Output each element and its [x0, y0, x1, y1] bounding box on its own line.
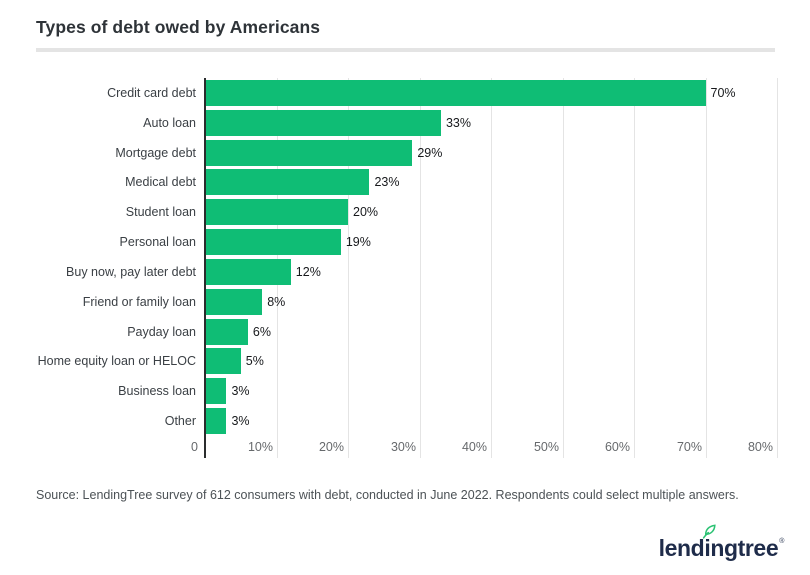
category-label: Friend or family loan — [82, 294, 196, 309]
value-label: 70% — [710, 85, 736, 100]
source-note: Source: LendingTree survey of 612 consum… — [36, 488, 739, 502]
category-label: Auto loan — [143, 115, 196, 130]
bar-row: Payday loan 6% — [0, 317, 778, 347]
logo-text: lend — [658, 534, 705, 561]
bar-track: 19% — [205, 227, 777, 257]
x-tick-label: 50% — [533, 440, 559, 454]
bar-track: 70% — [205, 78, 777, 108]
bar — [205, 258, 291, 285]
value-label: 20% — [353, 205, 379, 220]
value-label: 8% — [267, 294, 286, 309]
bar — [205, 109, 441, 136]
gridline — [347, 78, 349, 458]
category-label: Other — [164, 414, 196, 429]
value-label: 3% — [231, 384, 250, 399]
logo-letter-i: i — [703, 523, 716, 562]
x-tick-label: 30% — [390, 440, 416, 454]
bar — [205, 348, 241, 375]
x-tick-label: 80% — [747, 440, 773, 454]
bar — [205, 408, 227, 435]
bar — [205, 79, 706, 106]
bar-track: 5% — [205, 346, 777, 376]
bar — [205, 378, 227, 405]
gridline — [419, 78, 421, 458]
gridline — [776, 78, 778, 458]
bar-row: Other 3% — [0, 406, 778, 436]
bar-row: Medical debt 23% — [0, 167, 778, 197]
bar-track: 20% — [205, 197, 777, 227]
bar — [205, 318, 248, 345]
x-tick-label: 60% — [604, 440, 630, 454]
bar-row: Credit card debt 70% — [0, 78, 778, 108]
x-tick-label: 10% — [247, 440, 273, 454]
logo-text: ngtree — [710, 534, 779, 561]
gridline — [562, 78, 564, 458]
value-label: 23% — [374, 175, 400, 190]
value-label: 5% — [245, 354, 264, 369]
gridline — [490, 78, 492, 458]
bar — [205, 229, 341, 256]
gridline — [705, 78, 707, 458]
category-label: Home equity loan or HELOC — [37, 354, 196, 369]
bar-track: 8% — [205, 287, 777, 317]
bar — [205, 169, 370, 196]
page-title: Types of debt owed by Americans — [36, 17, 321, 37]
x-tick-label: 0 — [191, 440, 198, 454]
lendingtree-logo: lend i ngtree ® — [658, 523, 784, 565]
bar-track: 3% — [205, 376, 777, 406]
x-tick-label: 70% — [676, 440, 702, 454]
x-tick-label: 40% — [461, 440, 487, 454]
category-label: Payday loan — [127, 324, 196, 339]
category-label: Personal loan — [119, 235, 196, 250]
value-label: 3% — [231, 414, 250, 429]
bar-row: Personal loan 19% — [0, 227, 778, 257]
bar-row: Buy now, pay later debt 12% — [0, 257, 778, 287]
leaf-icon — [703, 523, 716, 539]
category-label: Business loan — [118, 384, 196, 399]
bar-row: Home equity loan or HELOC 5% — [0, 346, 778, 376]
bar-track: 23% — [205, 167, 777, 197]
registered-mark: ® — [779, 538, 784, 545]
bar-rows: Credit card debt 70% Auto loan 33% Mortgage … — [0, 78, 778, 436]
category-label: Buy now, pay later debt — [66, 264, 196, 279]
bar-row: Mortgage debt 29% — [0, 138, 778, 168]
bar — [205, 139, 413, 166]
value-label: 33% — [445, 115, 471, 130]
title-divider — [36, 48, 775, 52]
category-label: Medical debt — [125, 175, 196, 190]
value-label: 29% — [417, 145, 443, 160]
bar-track: 12% — [205, 257, 777, 287]
bar — [205, 288, 263, 315]
bar-row: Friend or family loan 8% — [0, 287, 778, 317]
gridline — [633, 78, 635, 458]
bar-track: 3% — [205, 406, 777, 436]
bar-row: Auto loan 33% — [0, 108, 778, 138]
x-axis-ticks: 0 10% 20% 30% 40% 50% 60% 70% 80% — [191, 440, 778, 458]
x-tick-label: 20% — [318, 440, 344, 454]
bar-row: Student loan 20% — [0, 197, 778, 227]
category-label: Credit card debt — [107, 85, 196, 100]
value-label: 19% — [345, 235, 371, 250]
bar-row: Business loan 3% — [0, 376, 778, 406]
value-label: 6% — [252, 324, 271, 339]
bar-track: 6% — [205, 317, 777, 347]
category-label: Mortgage debt — [115, 145, 196, 160]
value-label: 12% — [295, 264, 321, 279]
category-label: Student loan — [125, 205, 196, 220]
y-axis-line — [204, 78, 206, 458]
bar-chart: Credit card debt 70% Auto loan 33% Mortgage … — [0, 78, 810, 460]
bar-track: 33% — [205, 108, 777, 138]
bar-track: 29% — [205, 138, 777, 168]
bar — [205, 199, 348, 226]
